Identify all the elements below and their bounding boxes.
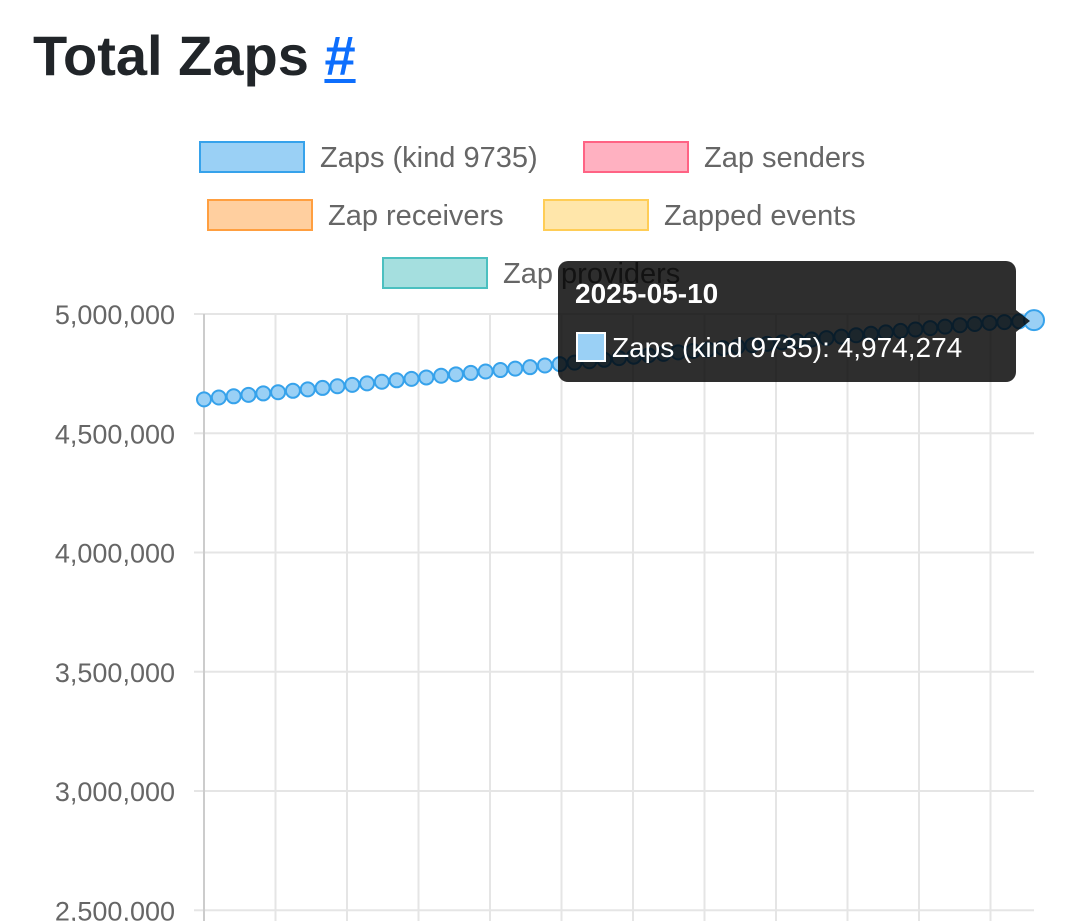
data-point — [225, 388, 242, 405]
data-point — [359, 375, 376, 392]
legend-label-2: Zap receivers — [328, 200, 504, 232]
data-point — [373, 373, 390, 390]
tooltip-label: Zaps (kind 9735): 4,974,274 — [612, 332, 962, 363]
y-tick-label: 2,500,000 — [55, 896, 175, 921]
data-point — [329, 378, 346, 395]
legend-label-0: Zaps (kind 9735) — [320, 142, 538, 174]
data-point — [447, 366, 464, 383]
legend-swatch-1 — [583, 141, 689, 173]
data-point — [284, 382, 301, 399]
tooltip: 2025-05-10 Zaps (kind 9735): 4,974,274 — [558, 261, 1030, 382]
data-point — [462, 364, 479, 381]
data-point — [270, 384, 287, 401]
tooltip-box — [558, 261, 1016, 382]
page-title-text: Total Zaps — [33, 24, 309, 87]
data-point — [418, 369, 435, 386]
legend-label-1: Zap senders — [704, 142, 865, 174]
data-point — [196, 391, 212, 408]
anchor-link[interactable]: # — [324, 24, 356, 87]
page-title: Total Zaps # — [33, 22, 356, 89]
data-point — [522, 359, 539, 376]
data-point — [344, 376, 361, 393]
legend-swatch-4 — [382, 257, 488, 289]
data-point — [388, 372, 405, 389]
data-point — [507, 360, 524, 377]
tooltip-caret — [1016, 310, 1030, 332]
y-tick-label: 4,000,000 — [55, 539, 175, 569]
data-point — [299, 381, 316, 398]
legend-swatch-0 — [199, 141, 305, 173]
data-point — [433, 367, 450, 384]
legend-swatch-2 — [207, 199, 313, 231]
data-point — [536, 357, 553, 374]
tooltip-swatch — [576, 332, 606, 362]
legend-swatch-3 — [543, 199, 649, 231]
y-tick-label: 5,000,000 — [55, 300, 175, 330]
data-point — [240, 386, 257, 403]
y-tick-label: 4,500,000 — [55, 419, 175, 449]
grid — [194, 313, 1034, 921]
data-point — [210, 389, 227, 406]
data-point — [255, 385, 272, 402]
data-point — [403, 370, 420, 387]
data-point — [477, 363, 494, 380]
y-tick-label: 3,500,000 — [55, 658, 175, 688]
data-point — [314, 379, 331, 396]
tooltip-title: 2025-05-10 — [575, 278, 718, 309]
y-tick-label: 3,000,000 — [55, 777, 175, 807]
data-point — [492, 362, 509, 379]
y-axis-ticks: 5,000,000 4,500,000 4,000,000 3,500,000 3,00… — [55, 300, 175, 921]
legend-label-3: Zapped events — [664, 200, 856, 232]
